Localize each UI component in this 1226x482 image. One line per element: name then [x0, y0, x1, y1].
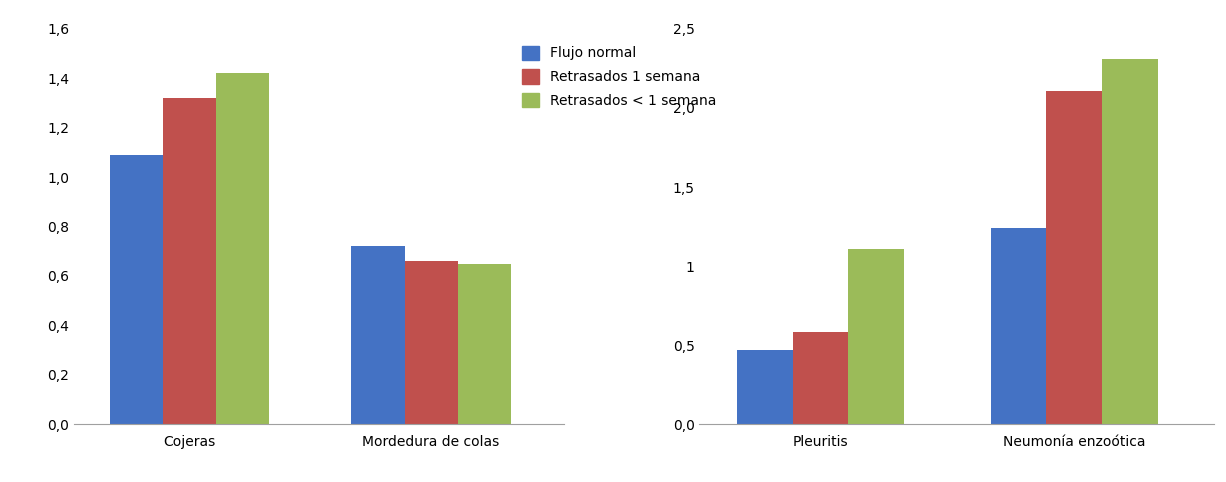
Legend: Flujo normal, Retrasados 1 semana, Retrasados < 1 semana: Flujo normal, Retrasados 1 semana, Retra…: [522, 45, 716, 108]
Bar: [110, 155, 163, 424]
Bar: [793, 333, 848, 424]
Bar: [163, 98, 216, 424]
Bar: [737, 350, 793, 424]
Bar: [352, 246, 405, 424]
Bar: [1102, 59, 1157, 424]
Bar: [405, 261, 457, 424]
Bar: [991, 228, 1046, 424]
Bar: [216, 73, 270, 424]
Bar: [457, 264, 511, 424]
Bar: [1046, 91, 1102, 424]
Bar: [848, 249, 905, 424]
